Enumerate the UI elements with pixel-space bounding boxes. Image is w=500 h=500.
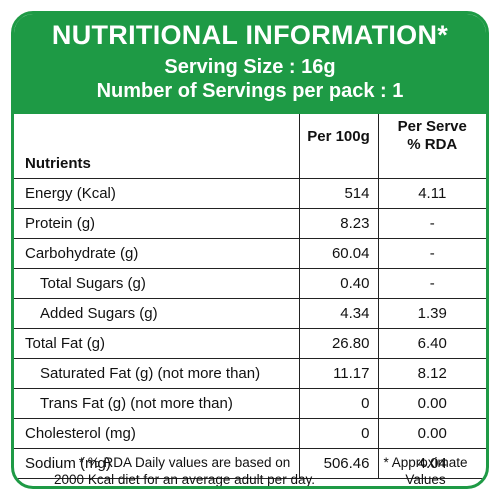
- rda-footnote-line1: * % RDA Daily values are based on: [78, 455, 291, 470]
- nutrient-rda: -: [378, 238, 486, 269]
- label-title: NUTRITIONAL INFORMATION*: [51, 20, 449, 50]
- nutrient-name: Trans Fat (g) (not more than): [14, 388, 300, 419]
- nutrient-per100g: 0: [299, 418, 379, 449]
- table-row: Protein (g) 8.23 -: [14, 208, 486, 239]
- nutrient-rda: -: [378, 208, 486, 239]
- nutrient-name: Protein (g): [14, 208, 300, 239]
- column-header-per-serve-line1: Per Serve: [397, 118, 467, 135]
- nutrient-name: Carbohydrate (g): [14, 238, 300, 269]
- table-row: Saturated Fat (g) (not more than) 11.17 …: [14, 358, 486, 389]
- nutrient-per100g: 4.34: [299, 298, 379, 329]
- nutrient-per100g: 514: [299, 178, 379, 209]
- nutrient-per100g: 0: [299, 388, 379, 419]
- rda-footnote-line2: 2000 Kcal diet for an average adult per …: [54, 472, 315, 487]
- nutrient-per100g: 11.17: [299, 358, 379, 389]
- nutrition-table: Nutrients Per 100g Per Serve % RDA Energ…: [14, 114, 486, 479]
- label-header: NUTRITIONAL INFORMATION* Serving Size : …: [14, 14, 486, 114]
- column-header-nutrients: Nutrients: [14, 114, 300, 179]
- nutrient-per100g: 0.40: [299, 268, 379, 299]
- rda-footnote: * % RDA Daily values are based on 2000 K…: [22, 454, 347, 487]
- table-row: Trans Fat (g) (not more than) 0 0.00: [14, 388, 486, 419]
- nutrient-name: Added Sugars (g): [14, 298, 300, 329]
- nutrient-name: Total Sugars (g): [14, 268, 300, 299]
- column-header-per100g: Per 100g: [299, 114, 379, 179]
- nutrient-name: Total Fat (g): [14, 328, 300, 359]
- nutrient-name: Sodium (mg): [14, 448, 300, 479]
- nutrition-label: NUTRITIONAL INFORMATION* Serving Size : …: [11, 11, 489, 489]
- label-footer: * % RDA Daily values are based on 2000 K…: [14, 453, 486, 487]
- nutrient-name: Saturated Fat (g) (not more than): [14, 358, 300, 389]
- table-row: Energy (Kcal) 514 4.11: [14, 178, 486, 209]
- nutrient-per100g: 8.23: [299, 208, 379, 239]
- column-header-per-serve: Per Serve % RDA: [378, 114, 486, 179]
- nutrient-rda: 1.39: [378, 298, 486, 329]
- approx-footnote-line2: Values: [405, 472, 446, 487]
- servings-per-pack: Number of Servings per pack : 1: [96, 80, 404, 102]
- nutrient-per100g: 506.46: [299, 448, 379, 479]
- nutrient-rda: 4.04: [378, 448, 486, 479]
- nutrient-name: Cholesterol (mg): [14, 418, 300, 449]
- nutrient-rda: 4.11: [378, 178, 486, 209]
- nutrition-table-wrap: Nutrients Per 100g Per Serve % RDA Energ…: [14, 114, 486, 479]
- table-header-row: Nutrients Per 100g Per Serve % RDA: [14, 114, 486, 179]
- serving-size: Serving Size : 16g: [164, 56, 336, 78]
- nutrient-name: Energy (Kcal): [14, 178, 300, 209]
- nutrient-rda: 0.00: [378, 418, 486, 449]
- table-row: Total Fat (g) 26.80 6.40: [14, 328, 486, 359]
- approx-footnote-line1: * Approximate: [383, 455, 468, 470]
- column-header-per-serve-line2: % RDA: [407, 136, 458, 153]
- approx-footnote: * Approximate Values: [373, 454, 478, 487]
- table-row: Carbohydrate (g) 60.04 -: [14, 238, 486, 269]
- nutrient-per100g: 26.80: [299, 328, 379, 359]
- nutrient-rda: 0.00: [378, 388, 486, 419]
- nutrient-per100g: 60.04: [299, 238, 379, 269]
- table-row: Sodium (mg) 506.46 4.04: [14, 448, 486, 479]
- nutrient-rda: 8.12: [378, 358, 486, 389]
- nutrient-rda: 6.40: [378, 328, 486, 359]
- nutrient-rda: -: [378, 268, 486, 299]
- table-row: Total Sugars (g) 0.40 -: [14, 268, 486, 299]
- table-row: Added Sugars (g) 4.34 1.39: [14, 298, 486, 329]
- table-row: Cholesterol (mg) 0 0.00: [14, 418, 486, 449]
